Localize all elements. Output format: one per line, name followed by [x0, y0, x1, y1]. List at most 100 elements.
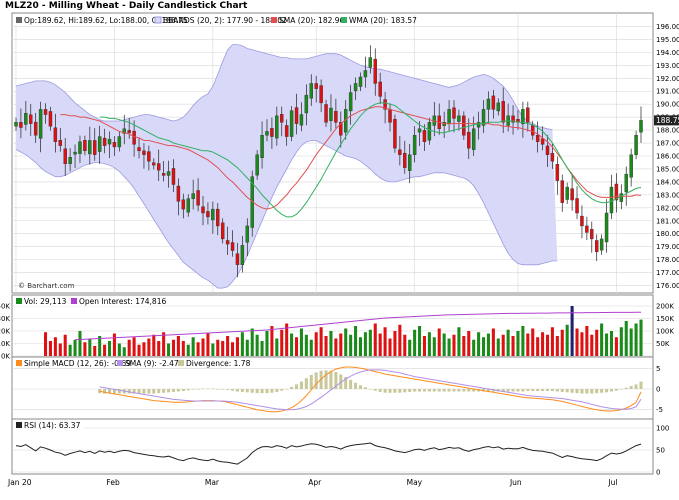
volume-bar — [103, 344, 107, 356]
volume-bar — [634, 323, 638, 356]
volume-bar — [555, 336, 559, 356]
candle-down — [614, 183, 619, 201]
volume-bar — [117, 343, 121, 356]
macd-divergence-bar — [137, 389, 141, 394]
volume-bar — [349, 334, 353, 356]
candle-up — [240, 245, 245, 266]
volume-bar — [167, 343, 171, 356]
candle-down — [550, 152, 555, 162]
watermark: © Barchart.com — [18, 282, 75, 290]
sma-legend: SMA (20): 182.96 — [279, 16, 345, 25]
volume-bar — [531, 328, 535, 356]
macd-divergence-bar — [245, 389, 249, 393]
macd-divergence-bar — [619, 389, 623, 390]
price-tick-label: 186.00 — [656, 153, 679, 161]
macd-divergence-bar — [255, 389, 259, 394]
ohlc-legend-swatch — [16, 17, 22, 23]
wma-line — [99, 102, 642, 218]
volume-bar — [447, 338, 451, 356]
signal-legend-swatch — [117, 360, 123, 366]
candle-down — [324, 104, 328, 123]
volume-bar — [196, 342, 200, 356]
volume-bar — [408, 339, 412, 356]
macd-divergence-bar — [398, 389, 402, 393]
volume-bar — [127, 339, 131, 356]
macd-divergence-bar — [112, 389, 116, 394]
price-tick-label: 176.00 — [656, 282, 679, 290]
volume-bar — [373, 323, 377, 356]
volume-bar — [329, 331, 333, 356]
volume-bar — [280, 329, 284, 356]
rsi-legend: RSI (14): 63.37 — [24, 421, 81, 430]
candle-up — [609, 186, 614, 214]
macd-divergence-bar — [181, 389, 185, 392]
macd-divergence-bar — [152, 389, 156, 394]
candle-down — [19, 122, 23, 128]
macd-divergence-bar — [486, 389, 490, 392]
volume-bar — [477, 332, 481, 356]
volume-bar — [294, 337, 299, 356]
candle-up — [417, 128, 422, 133]
macd-divergence-bar — [157, 389, 161, 394]
macd-divergence-bar — [427, 389, 431, 392]
candle-down — [196, 190, 200, 206]
volume-bar — [265, 331, 269, 356]
macd-divergence-bar — [196, 389, 200, 390]
volume-bars — [44, 306, 643, 356]
volume-tick-label: 30K — [0, 315, 10, 323]
price-tick-label: 178.00 — [656, 256, 679, 264]
candle-up — [245, 225, 250, 243]
macd-tick-label: -5 — [656, 406, 663, 414]
volume-bar — [363, 332, 367, 356]
candle-down — [491, 95, 496, 110]
macd-divergence-bar — [624, 387, 628, 389]
volume-bar — [107, 341, 112, 356]
volume-bar — [250, 328, 254, 356]
macd-divergence-bar — [98, 389, 102, 394]
macd-divergence-bar — [447, 389, 451, 392]
wma-legend-swatch — [341, 17, 347, 23]
volume-bar — [98, 336, 102, 356]
macd-divergence-bar — [171, 389, 176, 392]
volume-bar — [270, 326, 274, 356]
vol-legend-swatch — [16, 298, 22, 304]
volume-bar — [413, 329, 417, 356]
candle-up — [68, 157, 72, 164]
candle-down — [294, 107, 299, 124]
macd-divergence-bar — [585, 389, 589, 394]
volume-bar — [383, 327, 387, 356]
candle-up — [447, 109, 451, 125]
volume-bar — [437, 328, 441, 356]
volume-bar — [285, 323, 289, 356]
x-axis-label: Jul — [607, 478, 617, 487]
macd-divergence-bar — [319, 370, 323, 389]
price-tick-label: 187.00 — [656, 140, 679, 148]
macd-signal-line — [99, 369, 642, 411]
candle-down — [93, 140, 97, 155]
candle-up — [260, 135, 264, 159]
volume-bar — [624, 321, 628, 356]
signal-legend: SMA (9): -2.47 — [125, 359, 179, 368]
macd-divergence-bar — [413, 389, 417, 392]
volume-bar — [186, 344, 190, 356]
candle-down — [590, 229, 594, 240]
x-axis-label: Apr — [308, 478, 322, 487]
candle-up — [481, 109, 486, 126]
macd-divergence-bar — [506, 389, 510, 392]
macd-divergence-bar — [472, 389, 476, 392]
candle-up — [122, 128, 126, 134]
candle-down — [176, 185, 181, 202]
candle-down — [63, 148, 67, 164]
candles-group — [14, 45, 643, 278]
rsi-tick-label: 0 — [656, 469, 660, 477]
macd-divergence-bar — [373, 389, 377, 391]
volume-bar — [221, 341, 225, 356]
wma-legend: WMA (20): 183.57 — [349, 16, 417, 25]
macd-divergence-bar — [309, 374, 313, 389]
candle-up — [329, 107, 333, 121]
macd-divergence-bar — [275, 389, 279, 392]
macd-divergence-bar — [142, 389, 146, 394]
volume-bar — [501, 334, 505, 356]
rsi-legend: RSI (14): 63.37 — [14, 420, 84, 430]
candle-up — [255, 154, 259, 176]
